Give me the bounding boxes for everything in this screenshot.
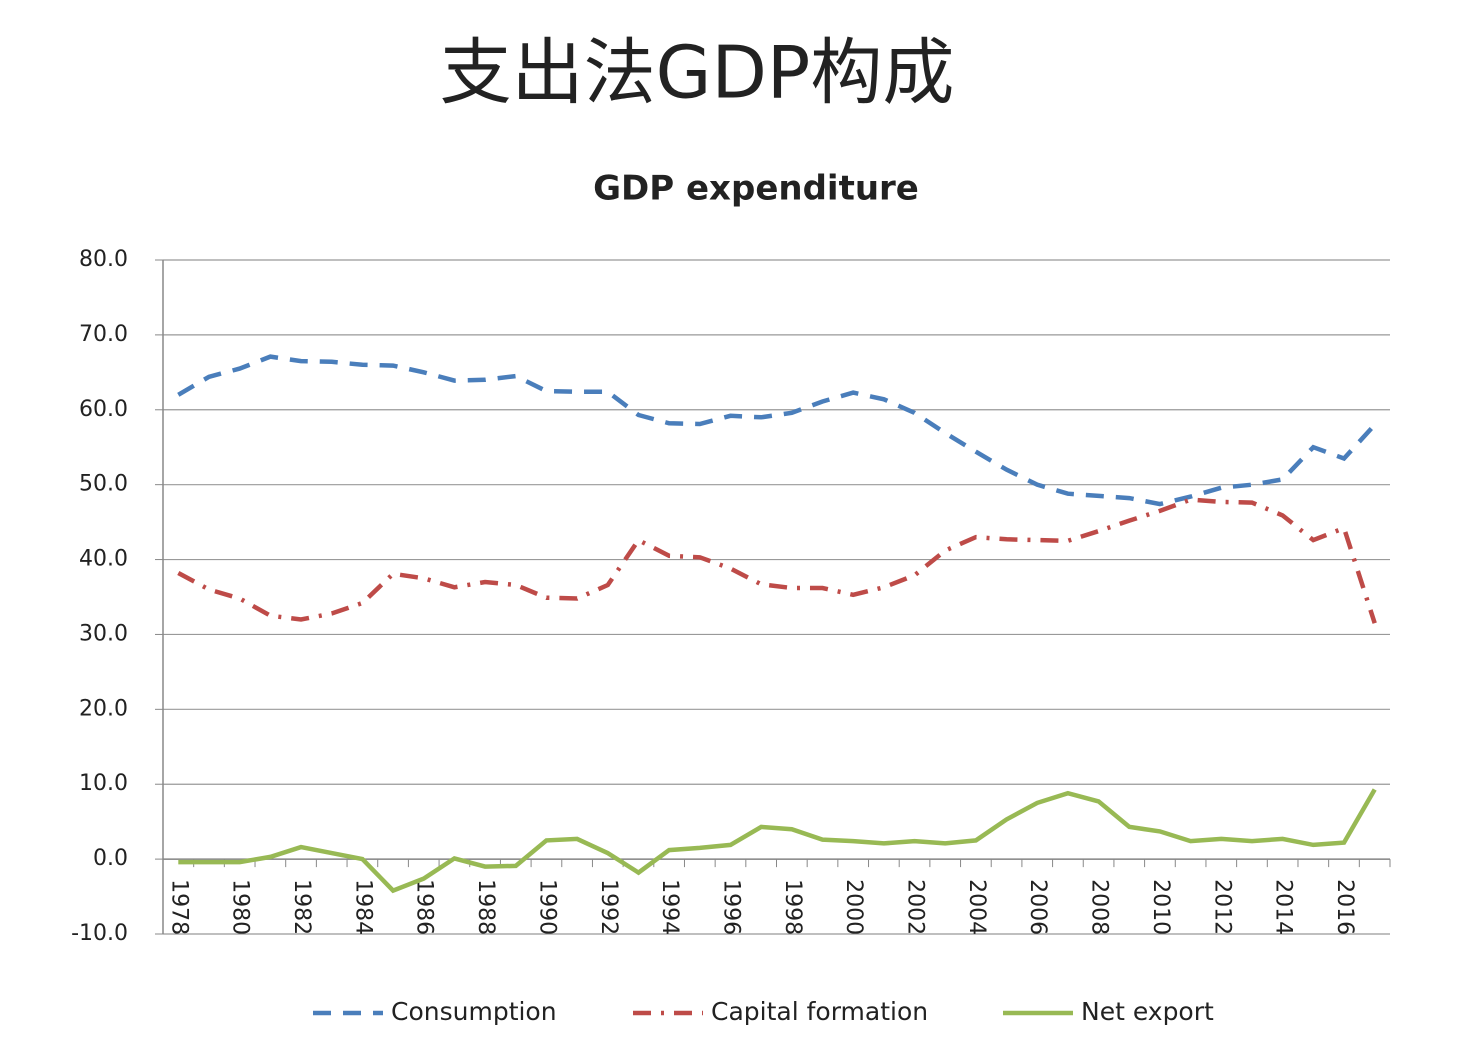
x-tick-label: 2004 — [964, 879, 989, 935]
x-tick-label: 1990 — [534, 879, 559, 935]
x-tick-label: 2000 — [841, 879, 866, 935]
x-tick-label: 2002 — [903, 879, 928, 935]
x-tick-label: 2016 — [1332, 879, 1357, 935]
x-tick-label: 1996 — [718, 879, 743, 935]
x-tick-label: 2012 — [1209, 879, 1234, 935]
legend-label: Consumption — [391, 997, 557, 1026]
x-tick-label: 1998 — [780, 879, 805, 935]
x-tick-label: 1980 — [228, 879, 253, 935]
y-tick-label: 60.0 — [79, 397, 128, 422]
series-line — [177, 354, 1377, 507]
legend-label: Capital formation — [711, 997, 928, 1026]
x-tick-label: 1992 — [596, 879, 621, 935]
y-tick-label: 30.0 — [79, 621, 128, 646]
x-tick-label: 2010 — [1148, 879, 1173, 935]
x-tick-label: 1988 — [473, 879, 498, 935]
x-tick-label: 1986 — [412, 879, 437, 935]
y-tick-label: 40.0 — [79, 547, 128, 572]
x-tick-label: 1978 — [166, 879, 191, 935]
y-tick-label: 10.0 — [79, 771, 128, 796]
y-tick-label: -10.0 — [71, 921, 128, 946]
y-tick-label: 50.0 — [79, 472, 128, 497]
series-line — [178, 788, 1377, 894]
x-tick-label: 2006 — [1025, 879, 1050, 935]
y-tick-label: 20.0 — [79, 696, 128, 721]
y-tick-label: 0.0 — [93, 846, 128, 871]
x-tick-label: 1982 — [289, 879, 314, 935]
y-tick-label: 80.0 — [79, 247, 128, 272]
y-tick-label: 70.0 — [79, 322, 128, 347]
chart-title: GDP expenditure — [593, 169, 919, 209]
series-line — [177, 497, 1377, 624]
x-tick-label: 1984 — [350, 879, 375, 935]
x-tick-label: 2008 — [1087, 879, 1112, 935]
legend-label: Net export — [1081, 997, 1214, 1026]
x-tick-label: 1994 — [657, 879, 682, 935]
x-tick-label: 2014 — [1271, 879, 1296, 935]
page-title: 支出法GDP构成 — [440, 31, 955, 115]
